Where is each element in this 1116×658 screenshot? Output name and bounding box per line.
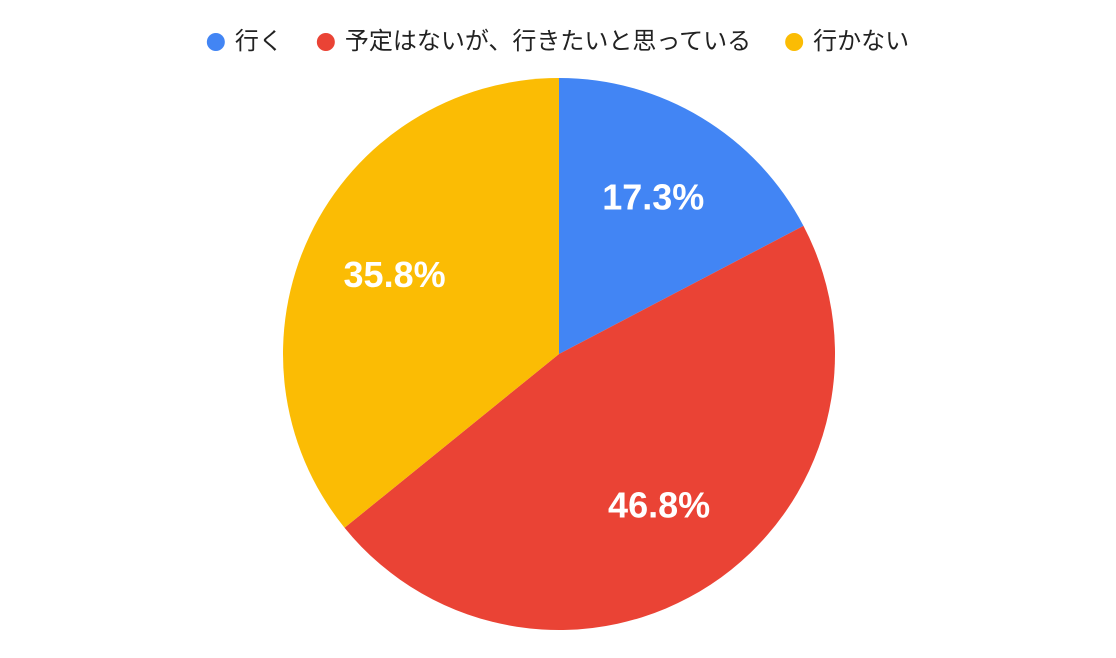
legend-label: 行かない <box>813 27 909 55</box>
pie-slice <box>283 78 559 528</box>
pie-slice <box>344 225 835 630</box>
legend-label: 行く <box>235 27 283 55</box>
slice-label: 17.3% <box>602 177 704 218</box>
legend-swatch <box>206 33 225 51</box>
slice-label: 46.8% <box>608 485 710 526</box>
legend-label: 予定はないが、行きたいと思っている <box>345 27 751 55</box>
legend-swatch <box>785 33 804 51</box>
legend: 行く 予定はないが、行きたいと思っている 行かない <box>206 27 909 55</box>
legend-swatch <box>316 33 335 51</box>
slice-label: 35.8% <box>344 254 446 295</box>
pie-slice <box>559 78 804 354</box>
